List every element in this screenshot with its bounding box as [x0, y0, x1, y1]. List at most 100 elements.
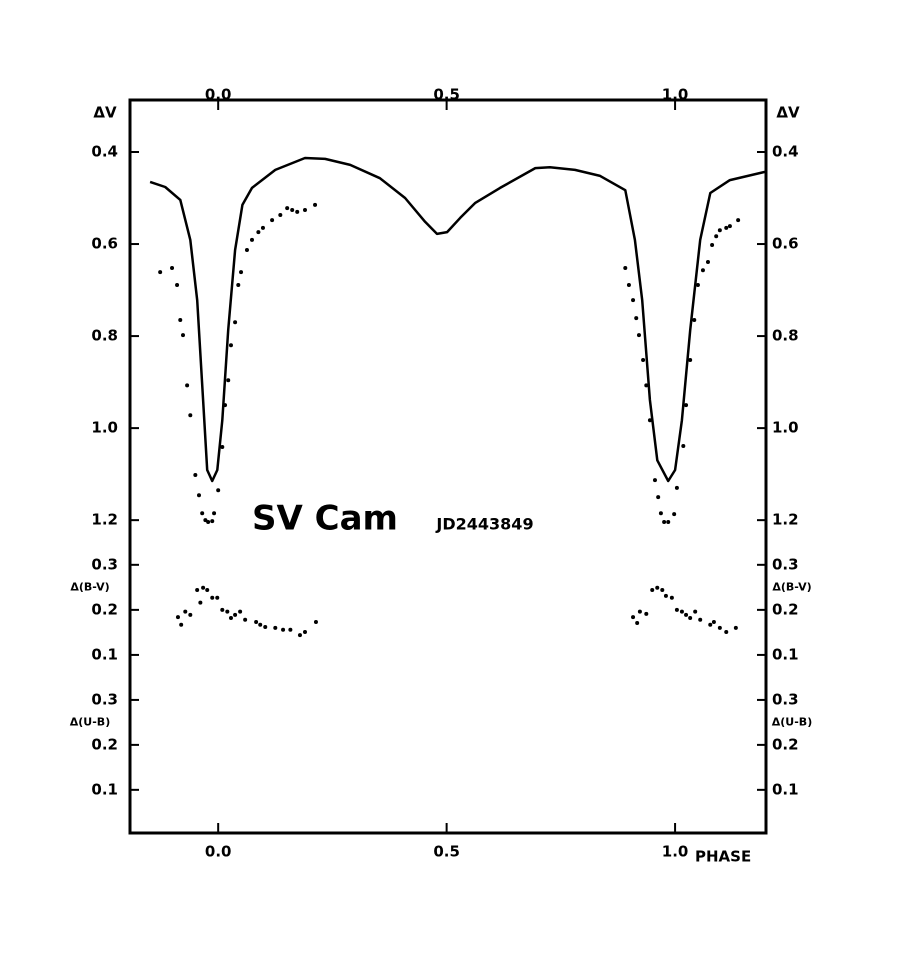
data-point	[669, 595, 674, 600]
data-point	[681, 444, 686, 449]
data-point	[631, 298, 636, 303]
data-point	[313, 620, 318, 625]
data-point	[717, 228, 722, 233]
data-point	[637, 609, 642, 614]
data-point	[652, 478, 657, 483]
data-point	[733, 625, 738, 630]
data-point	[228, 615, 233, 620]
data-point	[634, 316, 639, 321]
data-point	[188, 612, 193, 617]
data-point	[695, 282, 700, 287]
data-point	[711, 620, 716, 625]
data-point	[672, 512, 677, 517]
data-point	[636, 333, 641, 338]
y-tick-label: 0.8	[91, 327, 118, 345]
data-point	[708, 622, 713, 627]
y2-axis-label: Δ(B-V)	[772, 580, 811, 593]
data-point	[220, 607, 225, 612]
data-point	[225, 609, 230, 614]
data-point	[724, 629, 729, 634]
data-point	[181, 333, 185, 338]
y2-tick-label: 1.0	[772, 419, 799, 437]
data-point	[178, 317, 183, 322]
data-point	[195, 588, 200, 593]
y-tick-label: 0.4	[91, 143, 118, 161]
data-point	[158, 270, 163, 275]
data-point	[302, 629, 307, 634]
data-point	[710, 242, 715, 247]
data-point	[215, 595, 220, 600]
data-point	[655, 585, 660, 590]
data-point	[233, 612, 238, 617]
y-tick-label: 1.0	[91, 419, 118, 437]
y-tick-label: 0.6	[91, 235, 118, 253]
data-point	[281, 627, 286, 632]
y-axis-label: Δ(U-B)	[70, 715, 110, 728]
data-point	[644, 383, 649, 388]
data-point	[631, 615, 636, 620]
data-point	[226, 378, 231, 383]
y-tick-label: 1.2	[91, 511, 118, 529]
y2-tick-label: 0.1	[772, 780, 799, 798]
data-point	[201, 585, 206, 590]
data-point	[647, 418, 652, 423]
data-point	[239, 270, 244, 275]
data-point	[206, 519, 211, 524]
y2-tick-label: 0.1	[772, 645, 799, 663]
y-axis-label: ΔV	[93, 104, 117, 122]
data-point	[724, 225, 729, 230]
data-point	[212, 511, 217, 516]
data-point	[684, 612, 689, 617]
data-point	[198, 600, 203, 605]
data-point	[260, 225, 265, 230]
annotation-date: JD2443849	[435, 515, 533, 534]
y2-axis-label: Δ(U-B)	[772, 715, 812, 728]
data-point	[644, 611, 649, 616]
y2-tick-label: 0.6	[772, 235, 799, 253]
data-point	[295, 209, 300, 214]
data-point	[679, 609, 684, 614]
data-point	[736, 218, 741, 223]
data-point	[717, 625, 722, 630]
x-tick-label: 0.5	[433, 86, 460, 104]
data-point	[228, 343, 233, 348]
model-curve	[149, 156, 766, 483]
data-point	[175, 282, 180, 287]
y-tick-label: 0.2	[91, 600, 118, 618]
data-point	[663, 593, 668, 598]
data-point	[623, 265, 628, 270]
data-point	[714, 234, 719, 239]
plot-frame	[128, 98, 768, 835]
x-tick-label: 0.5	[433, 843, 460, 861]
data-point	[216, 488, 221, 493]
data-point	[170, 265, 175, 270]
data-point	[243, 617, 248, 622]
data-point	[256, 230, 261, 235]
data-point	[210, 595, 215, 600]
data-point	[684, 403, 689, 408]
data-point	[263, 624, 268, 629]
data-point	[193, 473, 198, 478]
y-tick-label: 0.3	[91, 690, 118, 708]
data-point	[175, 615, 180, 620]
data-point	[727, 224, 732, 229]
data-point	[238, 609, 243, 614]
y2-tick-label: 0.4	[772, 143, 799, 161]
data-point	[641, 358, 646, 363]
x-tick-label: 0.0	[205, 86, 232, 104]
x-tick-label: 0.0	[205, 843, 232, 861]
data-point	[220, 444, 225, 449]
data-point	[254, 620, 259, 625]
data-point	[666, 519, 671, 524]
data-point	[273, 625, 278, 630]
data-point	[658, 511, 663, 516]
y-tick-label: 0.1	[91, 780, 118, 798]
y-axis-label: Δ(B-V)	[70, 580, 109, 593]
y-tick-label: 0.2	[91, 735, 118, 753]
data-point	[200, 511, 205, 516]
data-point	[700, 268, 705, 273]
data-point	[692, 317, 697, 322]
y2-tick-label: 0.2	[772, 735, 799, 753]
